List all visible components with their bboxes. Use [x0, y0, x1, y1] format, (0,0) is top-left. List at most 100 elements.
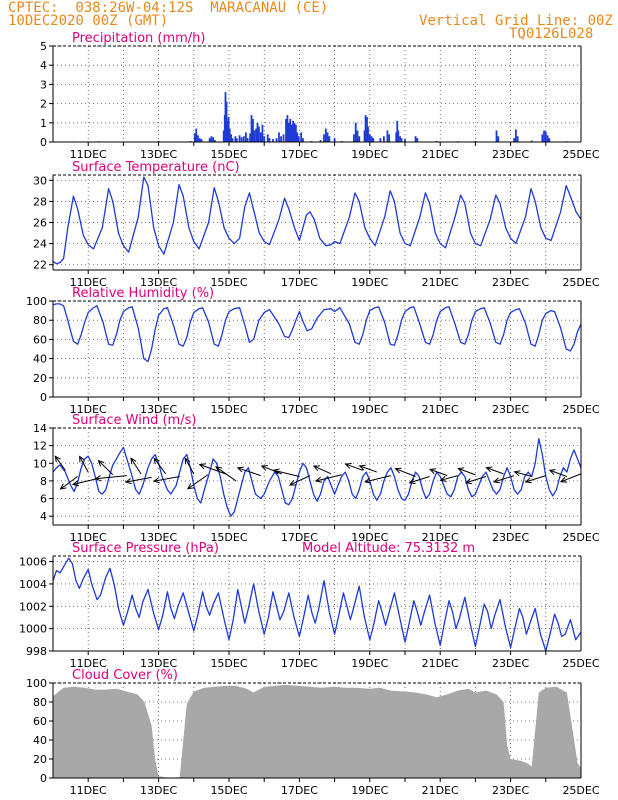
precip-bar [358, 136, 361, 142]
wind-arrow [440, 475, 458, 481]
wind-arrow [237, 467, 261, 477]
wind-arrow-head [215, 466, 223, 473]
panel-pres: 998 1000 1002 1004 1006 Surface Pressure (hPa… [19, 541, 600, 670]
y-tick-label-temp: 26 [33, 217, 47, 230]
y-tick-label-precip: 3 [40, 78, 47, 91]
precip-bar [255, 128, 258, 142]
x-tick-label-rh: 13DEC [140, 403, 177, 416]
x-tick-label-wind: 19DEC [351, 531, 388, 544]
header-datetime: 10DEC2020 00Z (GMT) [8, 13, 169, 29]
wind-arrow [98, 460, 114, 476]
wind-arrow-head [394, 467, 402, 474]
precip-bar [366, 117, 368, 142]
precip-bar [382, 136, 385, 142]
y-tick-label-cloud: 40 [33, 734, 47, 747]
precip-bar [238, 135, 241, 142]
y-tick-label-wind: 8 [40, 475, 47, 488]
wind-arrow-head [236, 466, 244, 473]
x-tick-label-precip: 19DEC [351, 148, 388, 161]
wind-arrow-head [71, 480, 79, 487]
precip-bar [513, 138, 516, 142]
y-tick-label-temp: 22 [33, 259, 47, 272]
precip-bar [240, 137, 243, 142]
x-tick-label-precip: 23DEC [492, 148, 529, 161]
x-tick-label-temp: 25DEC [562, 276, 599, 289]
precip-bar [397, 130, 400, 142]
y-tick-label-temp: 28 [33, 195, 47, 208]
precip-bar [386, 130, 389, 142]
y-tick-label-precip: 0 [40, 136, 47, 149]
wind-arrow [395, 468, 416, 477]
precip-bar [395, 132, 398, 142]
header-station: CPTEC: 038:26W-04:12S MARACANAU (CE) [8, 0, 329, 16]
x-tick-label-precip: 25DEC [562, 148, 599, 161]
x-tick-label-wind: 21DEC [422, 531, 459, 544]
precip-bar [242, 136, 245, 142]
x-tick-label-temp: 17DEC [281, 276, 318, 289]
precip-bar [400, 138, 403, 142]
wind-arrow [153, 476, 180, 482]
x-tick-label-precip: 11DEC [70, 148, 107, 161]
precip-bar [356, 130, 359, 142]
x-tick-label-cloud: 19DEC [351, 784, 388, 797]
wind-arrow [153, 457, 167, 475]
x-tick-label-rh: 11DEC [70, 403, 107, 416]
precip-bar [324, 128, 327, 142]
wind-arrow [514, 471, 532, 477]
precip-bar [495, 130, 498, 142]
rh-series-line [52, 303, 582, 363]
y-tick-label-precip: 1 [40, 117, 47, 130]
x-tick-label-cloud: 21DEC [422, 784, 459, 797]
x-tick-label-cloud: 11DEC [70, 784, 107, 797]
x-tick-label-rh: 23DEC [492, 403, 529, 416]
wind-arrow-head [59, 483, 67, 490]
wind-arrow-head [124, 478, 132, 485]
wind-arrow-head [184, 457, 191, 465]
panel-title-pres: Surface Pressure (hPa) [72, 541, 219, 556]
panel-title-wind: Surface Wind (m/s) [72, 413, 196, 428]
wind-arrow [458, 468, 476, 476]
y-tick-label-rh: 60 [33, 333, 47, 346]
x-tick-label-cloud: 25DEC [562, 784, 599, 797]
wind-arrow [365, 475, 392, 483]
panel-temp: 22 24 26 28 30 Surface Temperature (nC) 11DEC 1… [33, 160, 600, 289]
wind-arrow [465, 476, 487, 484]
x-tick-label-pres: 17DEC [281, 657, 318, 670]
y-tick-label-precip: 4 [40, 59, 47, 72]
y-tick-label-pres: 1000 [19, 623, 47, 636]
precip-bar [231, 138, 234, 142]
y-tick-label-cloud: 20 [33, 753, 47, 766]
cloud-cover-area [53, 684, 581, 778]
x-tick-label-cloud: 23DEC [492, 784, 529, 797]
wind-arrow-head [428, 468, 437, 475]
wind-arrow-head [54, 455, 61, 463]
precip-bar [294, 124, 297, 142]
wind-arrow [409, 476, 430, 484]
precip-bar [297, 136, 300, 142]
precip-bar [249, 133, 252, 142]
precip-bar [253, 130, 256, 142]
y-tick-label-cloud: 80 [33, 696, 47, 709]
x-tick-label-temp: 11DEC [70, 276, 107, 289]
x-tick-label-rh: 15DEC [210, 403, 247, 416]
wind-arrow-head [559, 476, 568, 483]
precip-bar [246, 138, 249, 142]
x-tick-label-pres: 21DEC [422, 657, 459, 670]
y-tick-label-pres: 1006 [19, 556, 47, 569]
wind-arrow-head [485, 466, 493, 473]
wind-arrow [95, 475, 127, 480]
precip-bar [226, 120, 229, 142]
wind-arrow-head [186, 483, 194, 490]
x-tick-label-temp: 23DEC [492, 276, 529, 289]
wind-arrow [429, 468, 448, 477]
precip-bar [388, 134, 391, 142]
x-tick-label-pres: 23DEC [492, 657, 529, 670]
panel-title-cloud: Cloud Cover (%) [72, 668, 178, 683]
precip-bar [258, 126, 260, 142]
x-tick-label-rh: 21DEC [422, 403, 459, 416]
wind-arrow-head [288, 480, 296, 486]
y-tick-label-cloud: 0 [40, 772, 47, 785]
y-tick-label-rh: 0 [40, 391, 47, 404]
wind-arrow-head [314, 476, 322, 483]
